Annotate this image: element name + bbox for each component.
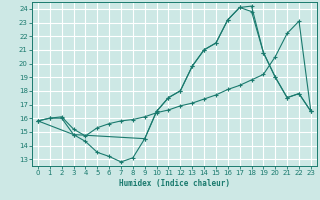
X-axis label: Humidex (Indice chaleur): Humidex (Indice chaleur) bbox=[119, 179, 230, 188]
